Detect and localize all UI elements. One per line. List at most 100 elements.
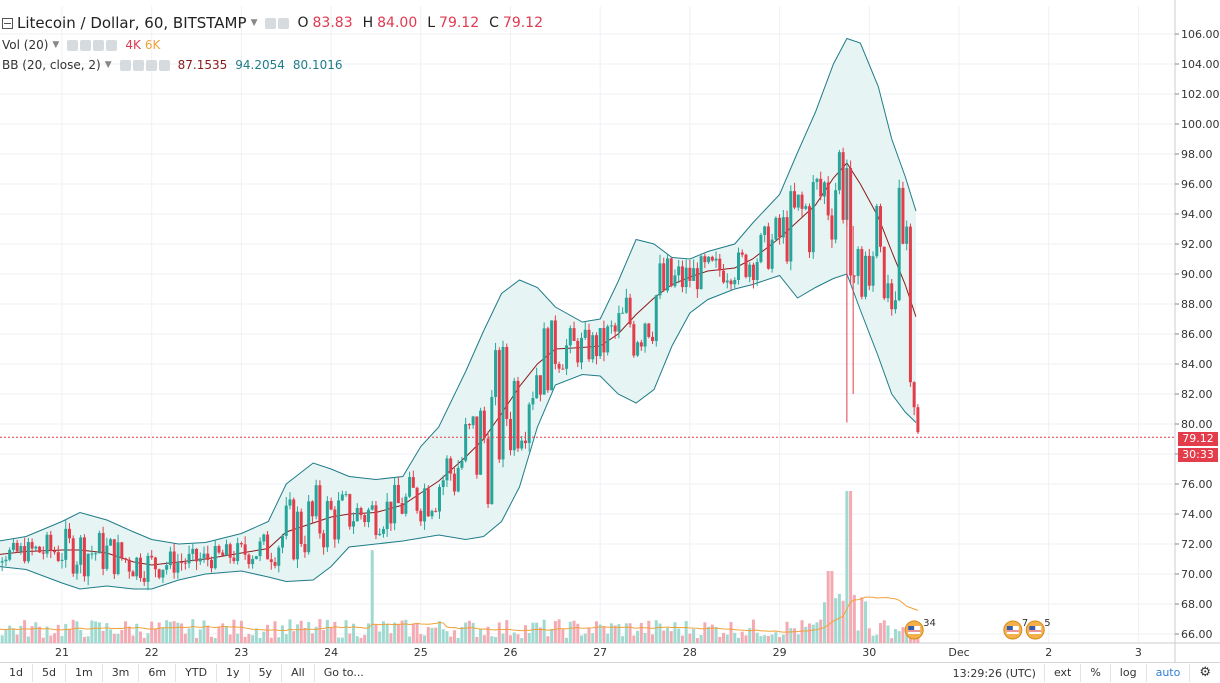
range-3m-button[interactable]: 3m [103, 664, 140, 682]
volume-bar [19, 625, 23, 643]
plus-icon[interactable] [145, 59, 157, 71]
volume-buttons [67, 39, 118, 51]
candle-body [426, 488, 430, 517]
volume-bar [830, 571, 834, 643]
candle-body [150, 555, 154, 558]
percent-button[interactable]: % [1081, 664, 1111, 682]
event-marker[interactable]: 34 [904, 618, 936, 640]
volume-bar [23, 620, 27, 643]
settings-icon[interactable] [80, 39, 92, 51]
volume-bar [329, 627, 333, 643]
symbol-title[interactable]: Litecoin / Dollar, 60, BITSTAMP [17, 14, 247, 32]
collapse-icon[interactable] [2, 17, 13, 29]
candle-body [759, 234, 763, 263]
event-count: 5 [1044, 618, 1050, 629]
us-flag-icon [1029, 626, 1036, 630]
time-tick-label: 30 [862, 646, 876, 659]
goto-button[interactable]: Go to... [323, 666, 364, 679]
candle-body [180, 562, 184, 564]
candle-body [348, 494, 352, 527]
candle-body [303, 543, 307, 553]
plus-icon[interactable] [93, 39, 105, 51]
price-tick-label: 94.00 [1181, 208, 1213, 221]
candle-body [785, 217, 789, 262]
candle-body [135, 557, 139, 577]
volume-bar [359, 637, 363, 643]
volume-bar [789, 628, 793, 643]
close-icon[interactable] [106, 39, 118, 51]
chevron-down-icon[interactable]: ▼ [250, 18, 258, 28]
range-5y-button[interactable]: 5y [250, 664, 283, 682]
range-1d-button[interactable]: 1d [0, 664, 33, 682]
gear-icon[interactable]: ⚙ [1199, 665, 1211, 680]
candle-body [882, 246, 886, 299]
volume-bar [49, 635, 53, 643]
volume-bar [804, 626, 808, 643]
candle-body [262, 534, 266, 542]
candle-body [258, 541, 262, 557]
chevron-down-icon[interactable]: ▼ [104, 60, 112, 70]
candle-body [355, 508, 359, 522]
log-button[interactable]: log [1111, 664, 1147, 682]
volume-bar [41, 637, 45, 643]
event-marker[interactable]: 7 [1003, 618, 1028, 640]
volume-bar [434, 627, 438, 643]
bb-indicator-label[interactable]: BB (20, close, 2) [2, 58, 101, 72]
auto-button[interactable]: auto [1147, 664, 1191, 682]
volume-bar [680, 635, 684, 643]
candle-body [740, 252, 744, 255]
range-6m-button[interactable]: 6m [139, 664, 177, 682]
candle-body [86, 553, 90, 577]
volume-bar [692, 628, 696, 643]
clock-readout[interactable]: 13:29:26 (UTC) [952, 666, 1036, 680]
candle-body [602, 328, 606, 353]
volume-bar [568, 621, 572, 643]
settings-icon[interactable] [278, 17, 290, 29]
volume-bar [766, 635, 770, 643]
eye-icon[interactable] [67, 39, 79, 51]
volume-bar [725, 634, 729, 643]
eye-icon[interactable] [119, 59, 131, 71]
range-5d-button[interactable]: 5d [33, 664, 66, 682]
range-all-button[interactable]: All [282, 664, 315, 682]
candle-body [90, 553, 94, 555]
eye-icon[interactable] [265, 17, 277, 29]
volume-bar [822, 602, 826, 643]
settings-icon[interactable] [132, 59, 144, 71]
candle-body [636, 342, 640, 356]
candle-body [221, 552, 225, 556]
volume-indicator-label[interactable]: Vol (20) [2, 38, 49, 52]
volume-bar [277, 637, 281, 643]
event-marker[interactable]: 5 [1025, 618, 1051, 640]
price-tick-label: 82.00 [1181, 388, 1213, 401]
candle-body [437, 487, 441, 512]
candle-body [295, 511, 299, 560]
range-1m-button[interactable]: 1m [66, 664, 103, 682]
ext-button[interactable]: ext [1043, 664, 1082, 682]
candle-body [557, 363, 561, 369]
candle-body [707, 256, 711, 263]
candle-body [131, 571, 135, 577]
volume-legend: Vol (20) ▼ 4K 6K [2, 38, 160, 52]
bb-buttons [119, 59, 170, 71]
range-ytd-button[interactable]: YTD [176, 664, 218, 682]
countdown-tag: 30:33 [1178, 448, 1218, 462]
close-icon[interactable] [158, 59, 170, 71]
chevron-down-icon[interactable]: ▼ [52, 40, 60, 50]
candle-body [475, 416, 479, 475]
candle-body [172, 551, 176, 573]
candle-body [587, 329, 591, 360]
range-1y-button[interactable]: 1y [217, 664, 250, 682]
volume-bar [538, 627, 542, 643]
candle-body [310, 501, 314, 517]
candle-body [213, 546, 217, 569]
volume-bar [527, 632, 531, 643]
volume-bar [423, 635, 427, 643]
volume-bar [609, 623, 613, 643]
candle-body [617, 313, 621, 332]
volume-bar [819, 619, 823, 643]
candle-body [284, 505, 288, 536]
candle-body [292, 499, 296, 560]
candle-body [729, 280, 733, 285]
